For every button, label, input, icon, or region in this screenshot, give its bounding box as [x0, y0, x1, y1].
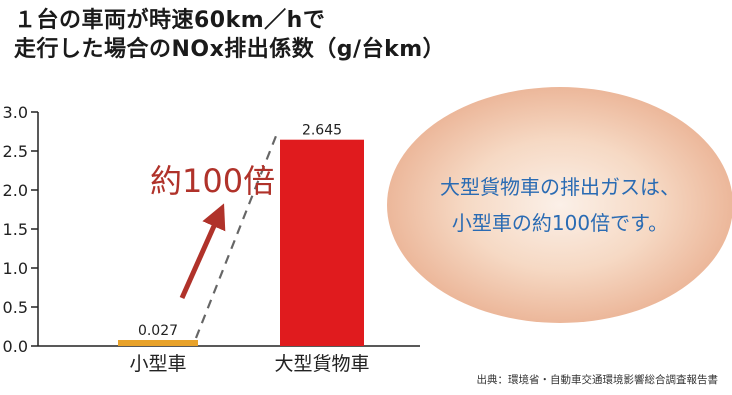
callout-bubble: [387, 87, 732, 323]
source-note: 出典：環境省・自動車交通環境影響総合調査報告書: [476, 374, 719, 386]
chart-title: １台の車両が時速60km／hで 走行した場合のNOx排出係数（g/台km）: [14, 6, 445, 64]
callout-line-1: 大型貨物車の排出ガスは、: [440, 175, 680, 199]
x-category-label: 小型車: [129, 353, 186, 375]
multiplier-annotation: 約100倍: [150, 162, 275, 200]
bar-value-label: 2.645: [302, 123, 342, 139]
guide-dashed-line: [194, 135, 278, 339]
bar-value-label: 0.027: [138, 323, 178, 339]
y-tick-label: 1.0: [3, 259, 28, 278]
y-tick-label: 1.5: [3, 220, 28, 239]
bar-0: [118, 340, 198, 346]
y-tick-label: 2.0: [3, 181, 28, 200]
y-tick-label: 3.0: [3, 103, 28, 122]
x-category-label: 大型貨物車: [274, 353, 369, 375]
increase-arrow: [179, 203, 226, 300]
y-tick-label: 0.0: [3, 337, 28, 356]
y-tick-label: 0.5: [3, 298, 28, 317]
bar-1: [280, 139, 364, 346]
callout-line-2: 小型車の約100倍です。: [452, 211, 668, 235]
title-line-1: １台の車両が時速60km／hで: [14, 8, 326, 33]
y-tick-label: 2.5: [3, 142, 28, 161]
title-line-2: 走行した場合のNOx排出係数（g/台km）: [14, 37, 446, 62]
